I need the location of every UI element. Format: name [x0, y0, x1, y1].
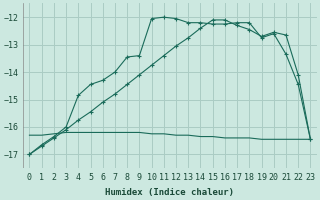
X-axis label: Humidex (Indice chaleur): Humidex (Indice chaleur) [105, 188, 235, 197]
